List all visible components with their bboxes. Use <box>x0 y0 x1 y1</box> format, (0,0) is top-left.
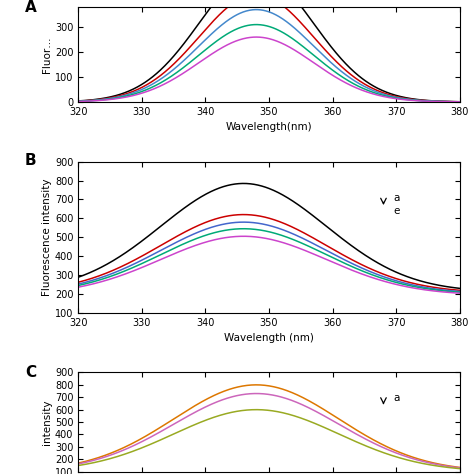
Y-axis label: Fluor…: Fluor… <box>42 36 52 73</box>
Text: a: a <box>393 393 400 403</box>
X-axis label: Wavelength (nm): Wavelength (nm) <box>224 333 314 343</box>
Text: a: a <box>393 192 400 202</box>
Text: C: C <box>25 365 36 380</box>
Text: e: e <box>393 206 400 216</box>
Text: B: B <box>25 153 36 168</box>
X-axis label: Wavelength(nm): Wavelength(nm) <box>226 122 312 132</box>
Y-axis label: Fluorescence intensity: Fluorescence intensity <box>42 179 52 296</box>
Y-axis label: intensity: intensity <box>42 399 52 445</box>
Text: A: A <box>25 0 36 15</box>
